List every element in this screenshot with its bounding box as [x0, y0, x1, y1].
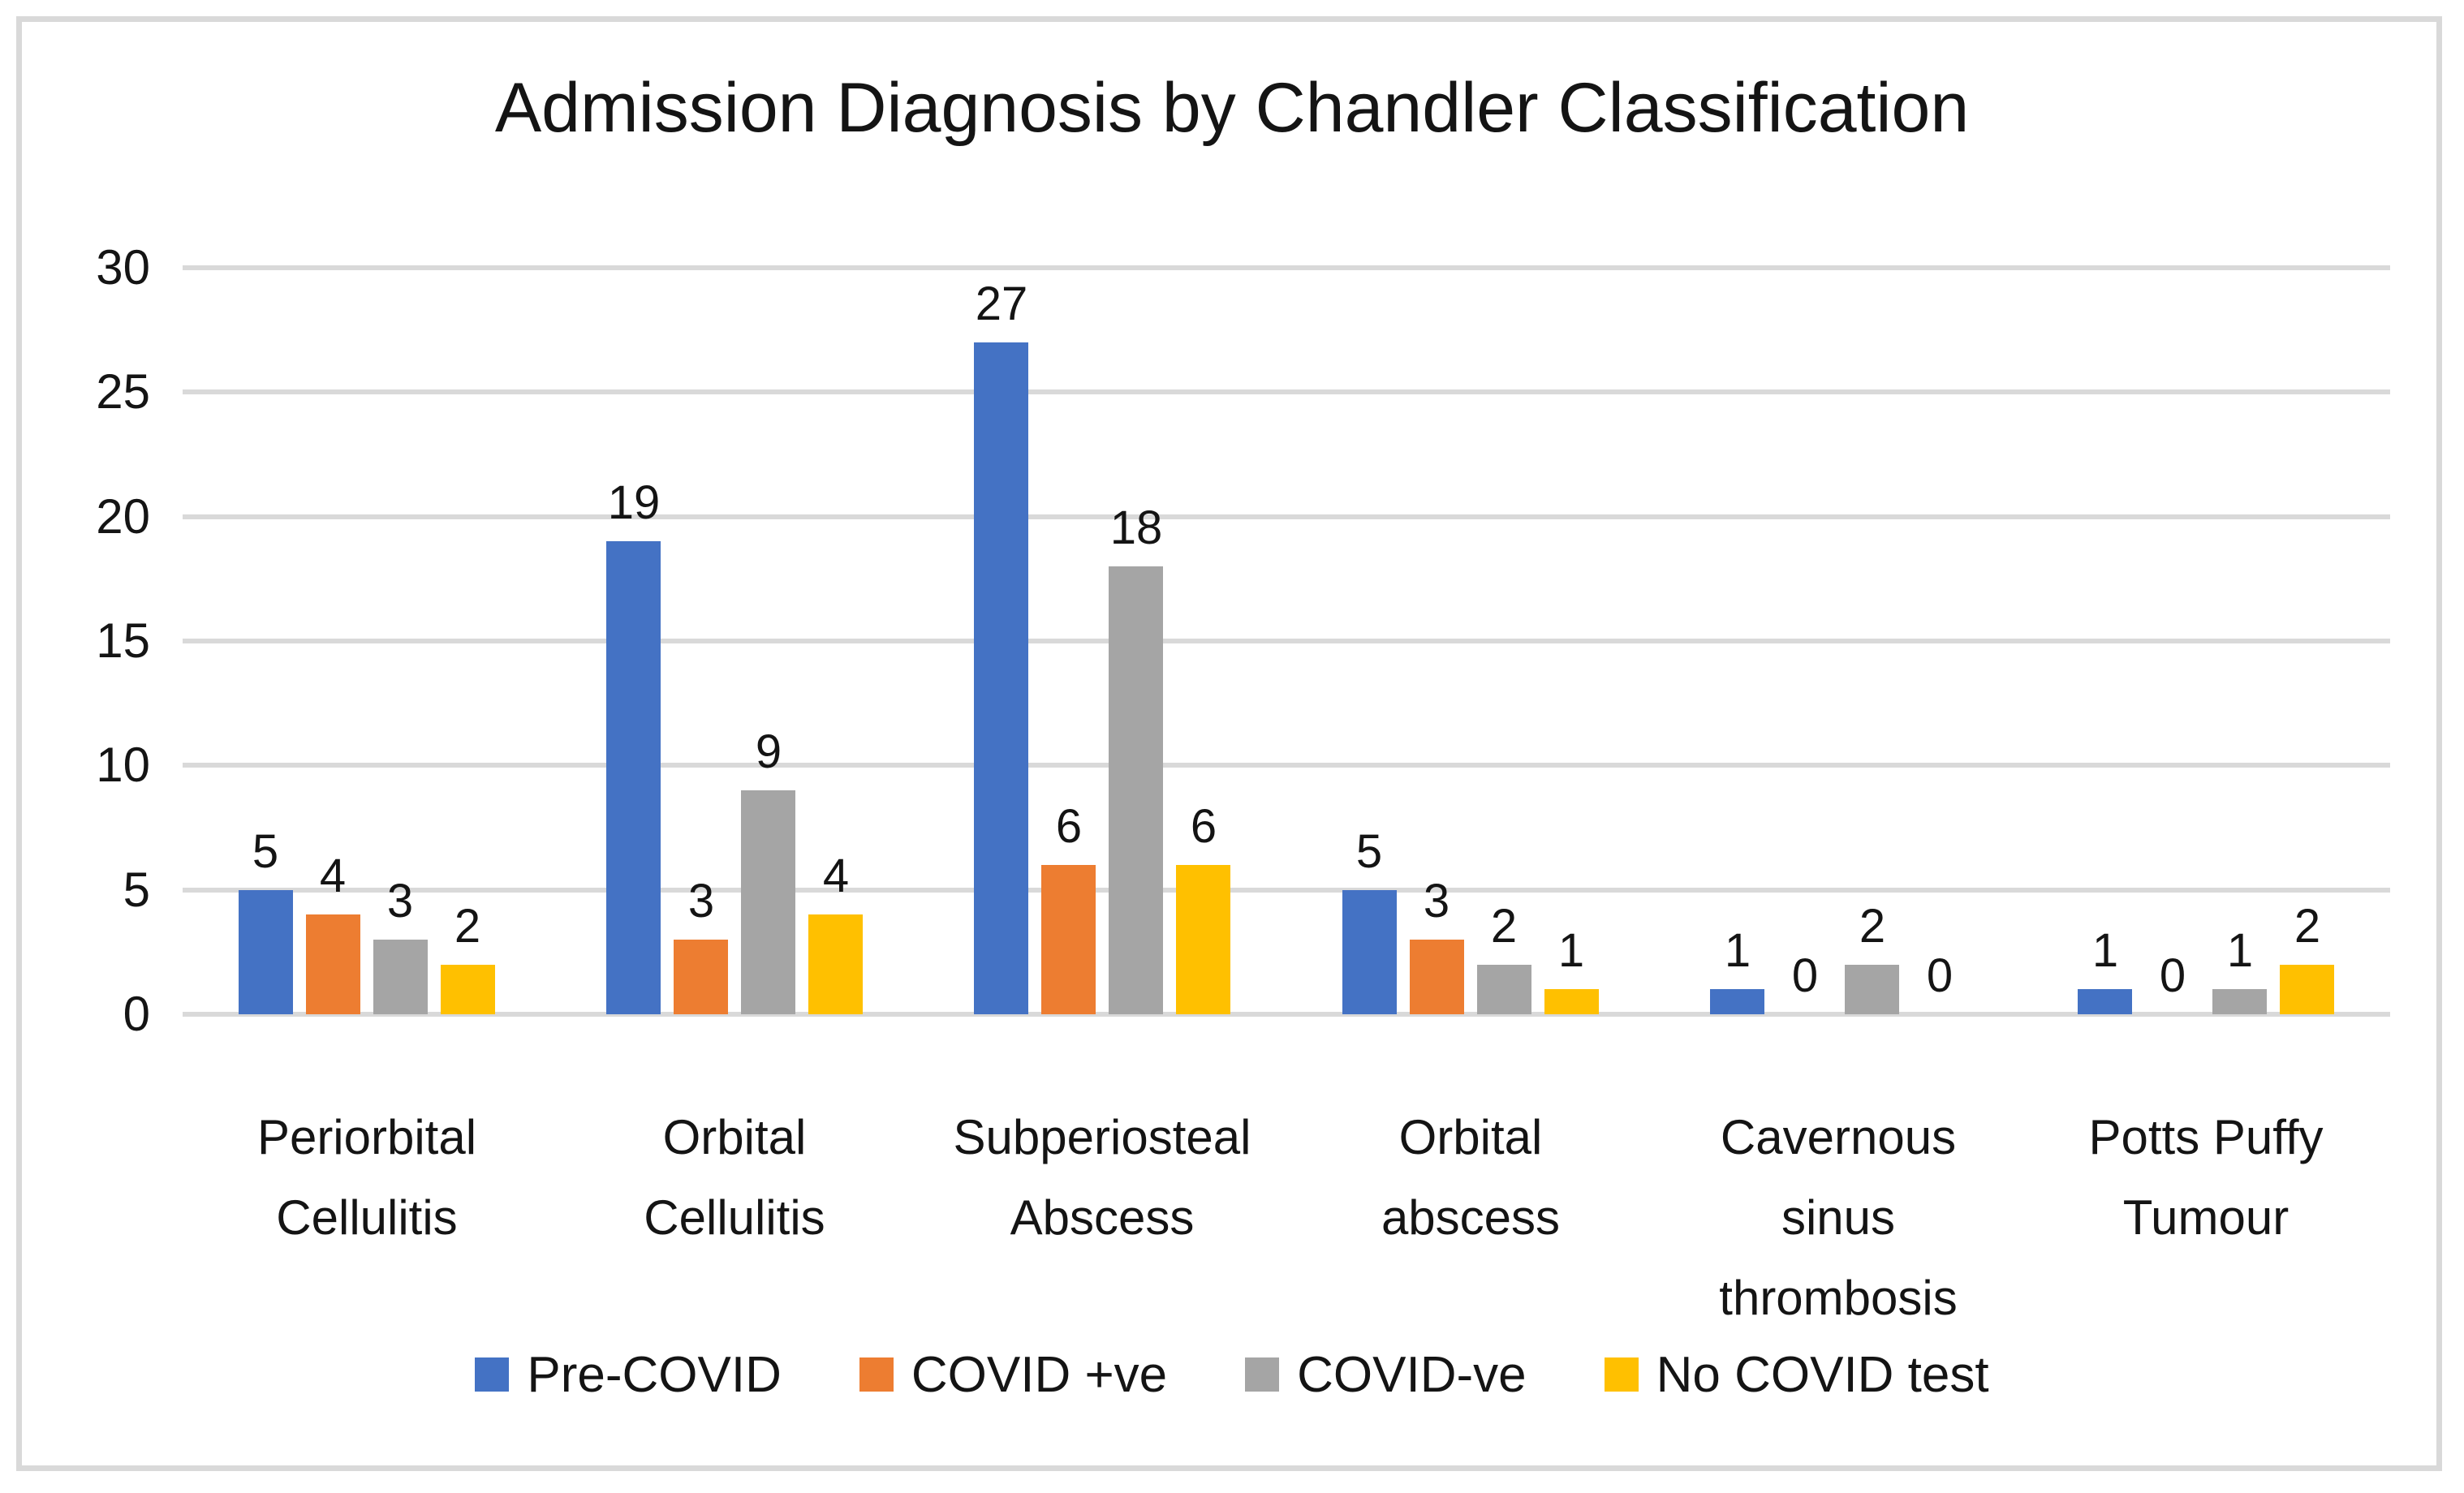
bar-value-label: 19	[607, 476, 661, 529]
category-label-line: Potts Puffy	[2088, 1110, 2324, 1164]
bar-value-label: 2	[1490, 900, 1518, 953]
bar-covid-ve	[1109, 566, 1163, 1014]
y-tick-label: 20	[96, 488, 150, 544]
bar-value-label: 3	[1423, 875, 1450, 927]
category-label-line: Cellulitis	[276, 1190, 458, 1245]
category-label-line: Abscess	[1010, 1190, 1195, 1245]
legend-label: Pre-COVID	[527, 1346, 782, 1403]
bar-value-label: 4	[319, 850, 347, 902]
category-label-line: Periorbital	[256, 1110, 477, 1164]
bar-value-label: 9	[755, 725, 782, 778]
bar-covid-ve	[674, 940, 728, 1014]
bar-covid-ve	[306, 914, 360, 1014]
bar-no-covid-test	[1176, 865, 1230, 1014]
bar-value-label: 2	[454, 900, 481, 953]
gridline-y-15	[183, 639, 2390, 643]
bar-value-label: 1	[1557, 924, 1585, 977]
category-label-line: sinus	[1781, 1190, 1896, 1245]
category-label-line: abscess	[1381, 1190, 1561, 1245]
bar-no-covid-test	[441, 965, 495, 1014]
legend-swatch-icon	[859, 1357, 894, 1392]
chart-title: Admission Diagnosis by Chandler Classifi…	[494, 69, 1970, 147]
gridline-y-25	[183, 389, 2390, 395]
bar-value-label: 3	[687, 875, 715, 927]
legend-label: COVID-ve	[1297, 1346, 1527, 1403]
category-label-line: thrombosis	[1719, 1271, 1958, 1325]
category-label-line: Cellulitis	[644, 1190, 825, 1245]
bar-value-label: 1	[1724, 924, 1751, 977]
legend-item: COVID +ve	[859, 1346, 1167, 1404]
bar-covid-ve	[1477, 965, 1531, 1014]
legend-swatch-icon	[475, 1357, 510, 1392]
y-tick-label: 30	[96, 240, 150, 295]
bar-value-label: 1	[2226, 924, 2254, 977]
gridline-y-10	[183, 763, 2390, 768]
gridline-y-20	[183, 514, 2390, 519]
bar-value-label: 0	[1791, 949, 1819, 1002]
bar-value-label: 3	[386, 875, 414, 927]
y-tick-label: 5	[123, 862, 150, 917]
bar-no-covid-test	[1544, 989, 1599, 1014]
y-tick-label: 10	[96, 738, 150, 793]
bar-covid-ve	[1041, 865, 1096, 1014]
bar-pre-covid	[239, 890, 293, 1014]
bar-covid-ve	[1845, 965, 1899, 1014]
bar-value-label: 0	[1926, 949, 1954, 1002]
bar-pre-covid	[1710, 989, 1764, 1014]
bar-value-label: 6	[1055, 800, 1083, 853]
bar-no-covid-test	[2280, 965, 2334, 1014]
legend: Pre-COVID COVID +ve COVID-ve No COVID test	[0, 1337, 2464, 1412]
y-tick-label: 0	[123, 987, 150, 1041]
bar-value-label: 1	[2091, 924, 2119, 977]
bar-pre-covid	[606, 541, 661, 1014]
category-label: Periorbital Cellulitis	[188, 1097, 545, 1258]
legend-swatch-icon	[1604, 1357, 1639, 1392]
category-label-line: Cavernous	[1720, 1110, 1957, 1164]
bar-covid-ve	[741, 790, 795, 1014]
y-tick-label: 25	[96, 364, 150, 420]
category-label-line: Orbital	[1398, 1110, 1543, 1164]
category-label: Subperiosteal Abscess	[924, 1097, 1281, 1258]
bar-value-label: 5	[1355, 825, 1383, 878]
bar-value-label: 0	[2159, 949, 2186, 1002]
bar-pre-covid	[2078, 989, 2132, 1014]
bar-covid-ve	[373, 940, 428, 1014]
legend-label: COVID +ve	[911, 1346, 1168, 1403]
y-tick-label: 15	[96, 613, 150, 668]
bar-value-label: 27	[975, 278, 1028, 330]
category-label: Orbital abscess	[1292, 1097, 1649, 1258]
bar-pre-covid	[974, 342, 1028, 1014]
category-label-line: Orbital	[662, 1110, 807, 1164]
gridline-y-30	[183, 265, 2390, 270]
bar-value-label: 6	[1190, 800, 1217, 853]
chart-border-frame	[16, 16, 2442, 1471]
bar-value-label: 2	[1859, 900, 1886, 953]
category-label: Cavernous sinus thrombosis	[1660, 1097, 2017, 1338]
category-label-line: Tumour	[2122, 1190, 2290, 1245]
bar-value-label: 5	[252, 825, 279, 878]
category-label-line: Subperiosteal	[953, 1110, 1251, 1164]
bar-value-label: 18	[1109, 501, 1163, 554]
bar-pre-covid	[1342, 890, 1397, 1014]
gridline-y-0	[183, 1012, 2390, 1017]
bar-covid-ve	[2212, 989, 2267, 1014]
bar-value-label: 2	[2294, 900, 2321, 953]
legend-item: Pre-COVID	[475, 1346, 782, 1404]
bar-covid-ve	[1410, 940, 1464, 1014]
bar-value-label: 4	[822, 850, 850, 902]
legend-item: No COVID test	[1604, 1346, 1989, 1404]
category-label: Orbital Cellulitis	[556, 1097, 913, 1258]
gridline-y-5	[183, 887, 2390, 893]
legend-label: No COVID test	[1656, 1346, 1989, 1403]
category-label: Potts Puffy Tumour	[2027, 1097, 2384, 1258]
legend-swatch-icon	[1245, 1357, 1280, 1392]
bar-no-covid-test	[808, 914, 863, 1014]
legend-item: COVID-ve	[1245, 1346, 1527, 1404]
